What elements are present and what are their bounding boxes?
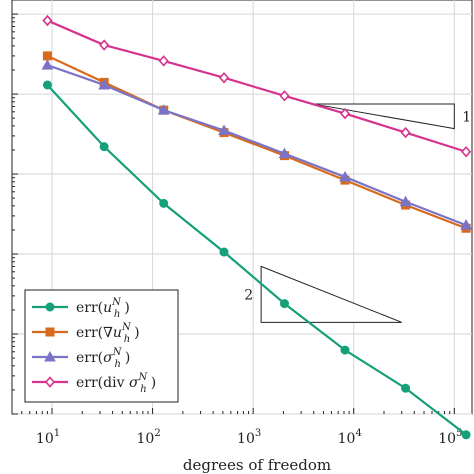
slope-label: 1	[462, 109, 471, 125]
legend-entry: err(uN h)	[76, 297, 130, 320]
data-point	[98, 78, 111, 90]
data-point	[279, 299, 289, 309]
series-triangle	[41, 59, 472, 230]
data-point	[44, 376, 56, 388]
data-point	[42, 14, 53, 27]
data-point	[339, 107, 351, 120]
data-point	[461, 430, 471, 440]
data-point	[42, 80, 52, 90]
data-point	[45, 302, 55, 312]
series-group	[41, 14, 472, 440]
data-point	[279, 90, 290, 102]
x-axis-title: degrees of freedom	[183, 456, 331, 474]
data-point	[460, 219, 472, 230]
x-tick-label: 103	[237, 428, 261, 447]
series-line	[46, 54, 467, 230]
data-point	[159, 198, 169, 208]
data-point	[218, 124, 230, 136]
y-axis-ticks	[12, 13, 18, 415]
slope-triangle	[260, 265, 402, 323]
series-line	[47, 64, 467, 227]
legend: err(uN h)err(∇uN h)err(σN h)err(div σN h)	[24, 289, 179, 403]
data-point	[45, 327, 55, 337]
series-line	[46, 84, 467, 436]
data-point	[157, 104, 170, 115]
x-tick-label: 104	[338, 428, 362, 447]
data-point	[42, 51, 52, 61]
data-point	[219, 247, 229, 257]
data-point	[340, 345, 350, 355]
slope-label: 2	[244, 287, 253, 303]
series-diamond	[42, 14, 472, 158]
legend-entry: err(div σN h)	[76, 372, 156, 395]
x-tick-label: 101	[36, 428, 60, 447]
data-point	[401, 383, 411, 393]
data-point	[399, 195, 412, 207]
data-point	[44, 350, 56, 362]
x-axis-ticks	[11, 408, 455, 414]
data-point	[99, 142, 109, 152]
data-point	[218, 72, 230, 84]
data-point	[41, 59, 54, 70]
data-point	[461, 146, 472, 158]
series-circle	[42, 80, 471, 440]
x-tick-label: 102	[136, 428, 160, 447]
data-point	[400, 126, 411, 139]
x-axis-tick-labels: 101 102 103 104 105	[36, 428, 462, 447]
data-point	[99, 39, 110, 51]
series-line	[46, 19, 467, 153]
slope-triangle	[313, 103, 455, 130]
data-point	[158, 55, 169, 67]
x-tick-label: 105	[438, 428, 462, 447]
legend-entry: err(∇uN h)	[76, 322, 140, 345]
data-point	[339, 170, 351, 182]
data-point	[278, 147, 291, 159]
slope-annotations: 12	[244, 103, 471, 323]
legend-entry: err(σN h)	[76, 347, 130, 370]
